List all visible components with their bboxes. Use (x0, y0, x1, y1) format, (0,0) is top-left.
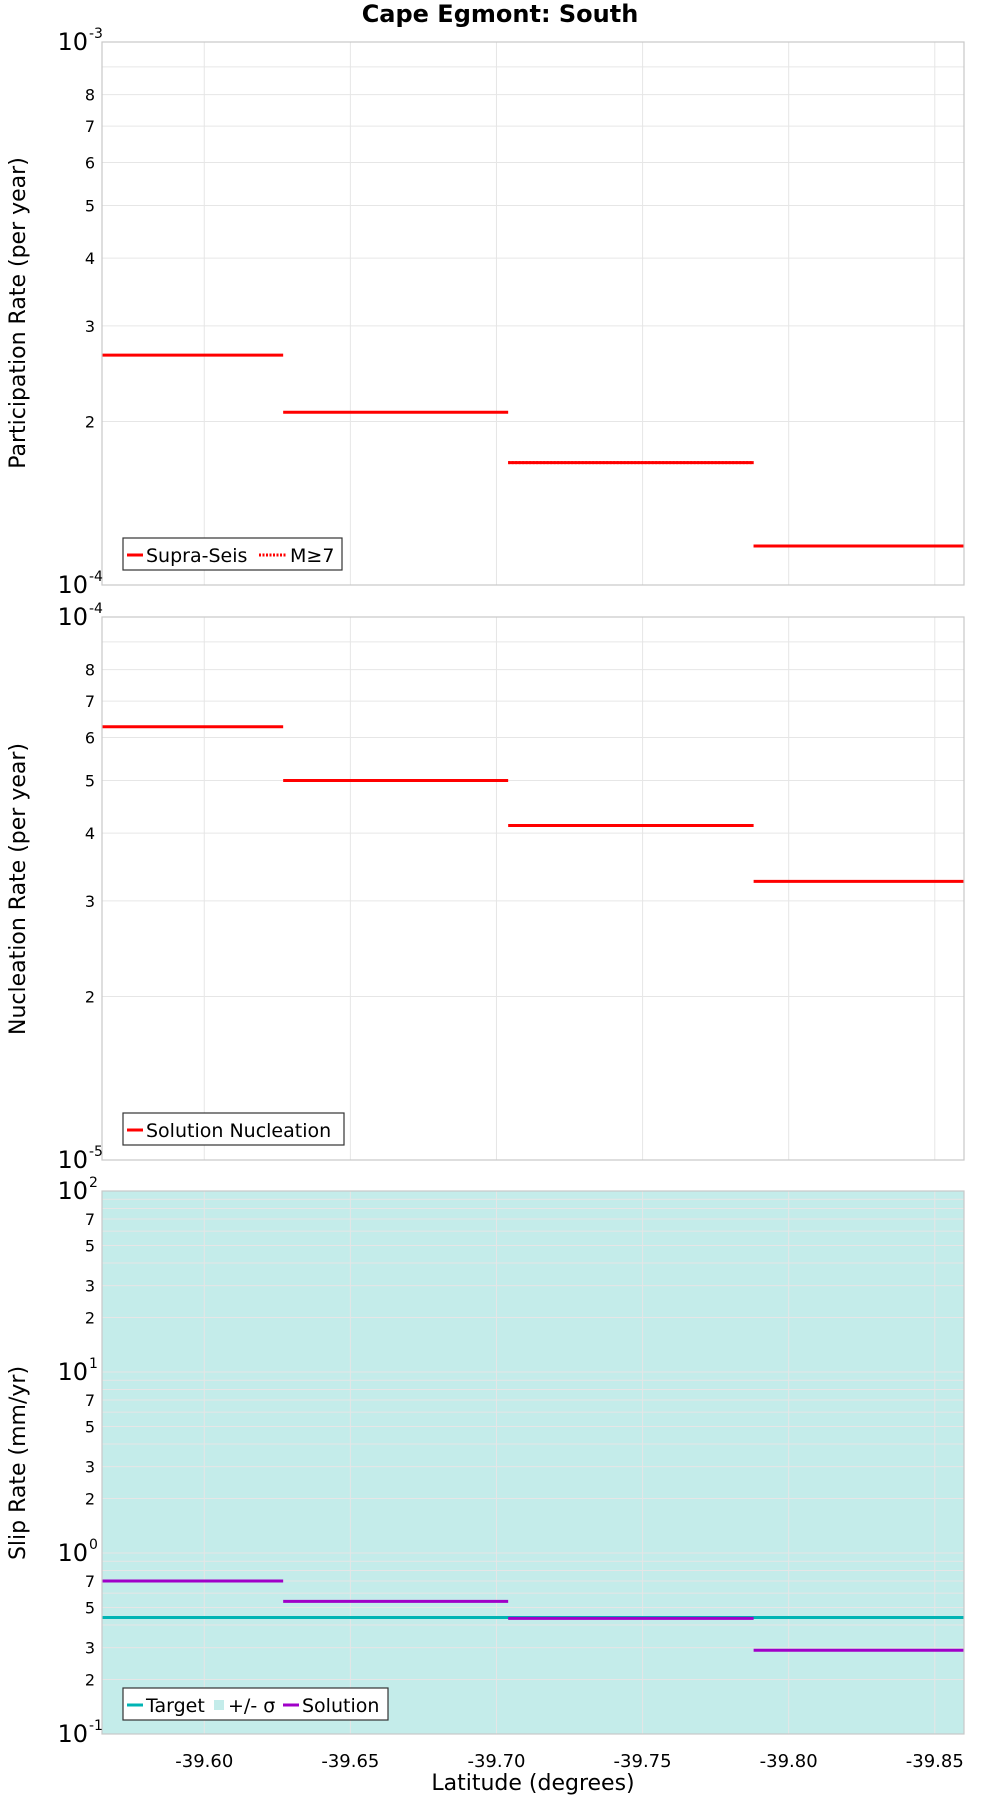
y-axis-label: Nucleation Rate (per year) (6, 743, 31, 1035)
y-tick-label: 7 (85, 1572, 95, 1591)
x-tick-label: -39.60 (175, 1751, 233, 1772)
y-tick-label: 2 (85, 1671, 95, 1690)
y-tick-label: 10 (57, 1539, 88, 1567)
y-tick-label: 3 (85, 1277, 95, 1296)
plot-background (102, 1191, 964, 1734)
y-tick-exponent: -4 (89, 601, 103, 617)
plot-frame (101, 41, 965, 586)
y-tick-exponent: -3 (89, 26, 103, 42)
y-tick-label: 2 (85, 1309, 95, 1328)
x-axis-label: Latitude (degrees) (431, 1771, 634, 1796)
y-tick-label: 8 (85, 86, 95, 105)
y-tick-exponent: 1 (89, 1356, 98, 1372)
legend-label: Solution (302, 1695, 379, 1717)
y-tick-label: 10 (57, 1720, 88, 1748)
y-tick-label: 2 (85, 988, 95, 1007)
y-tick-label: 10 (57, 571, 88, 599)
y-tick-label: 8 (85, 661, 95, 680)
y-tick-label: 7 (85, 1210, 95, 1229)
x-tick-label: -39.85 (906, 1751, 964, 1772)
y-axis-label: Participation Rate (per year) (6, 157, 31, 469)
chart-title: Cape Egmont: South (362, 0, 639, 28)
plot-background (102, 617, 964, 1160)
y-tick-label: 10 (57, 1358, 88, 1386)
y-tick-label: 7 (85, 692, 95, 711)
legend-label: Solution Nucleation (146, 1120, 331, 1142)
y-tick-exponent: -1 (89, 1718, 103, 1734)
y-tick-label: 10 (57, 28, 88, 56)
y-tick-label: 5 (85, 1417, 95, 1436)
y-tick-label: 5 (85, 196, 95, 215)
y-tick-label: 2 (85, 1490, 95, 1509)
x-tick-label: -39.75 (614, 1751, 672, 1772)
x-tick-label: -39.80 (760, 1751, 818, 1772)
legend: Solution Nucleation (122, 1112, 345, 1146)
y-tick-exponent: 2 (89, 1175, 98, 1191)
x-tick-label: -39.70 (467, 1751, 525, 1772)
y-tick-exponent: -5 (89, 1144, 103, 1160)
y-tick-label: 2 (85, 413, 95, 432)
participation-rate-panel: Participation Rate (per year) 10 -410 -323… (6, 26, 965, 599)
y-tick-label: 3 (85, 892, 95, 911)
legend-label: M≥7 (290, 545, 334, 567)
y-tick-label: 5 (85, 1598, 95, 1617)
legend: Supra-Seis M≥7 (122, 537, 343, 571)
y-tick-exponent: -4 (89, 569, 103, 585)
y-tick-label: 3 (85, 1458, 95, 1477)
x-tick-label: -39.65 (321, 1751, 379, 1772)
y-tick-label: 7 (85, 117, 95, 136)
y-tick-label: 10 (57, 603, 88, 631)
y-tick-label: 10 (57, 1146, 88, 1174)
y-axis-label: Slip Rate (mm/yr) (6, 1366, 31, 1560)
plot-frame (101, 616, 965, 1161)
y-tick-label: 5 (85, 1236, 95, 1255)
y-tick-label: 6 (85, 153, 95, 172)
y-tick-label: 10 (57, 1177, 88, 1205)
y-tick-label: 7 (85, 1391, 95, 1410)
nucleation-rate-panel: Nucleation Rate (per year) 10 -510 -423456… (6, 601, 965, 1174)
y-tick-label: 5 (85, 771, 95, 790)
legend: Target +/- σ Solution (122, 1687, 389, 1721)
y-tick-label: 4 (85, 824, 95, 843)
y-tick-label: 6 (85, 728, 95, 747)
y-tick-label: 3 (85, 1639, 95, 1658)
plot-frame (101, 1190, 965, 1735)
plot-background (102, 42, 964, 585)
y-tick-label: 3 (85, 317, 95, 336)
y-tick-exponent: 0 (89, 1537, 98, 1553)
y-tick-label: 4 (85, 249, 95, 268)
legend-label: Supra-Seis (146, 545, 247, 567)
legend-label: Target (145, 1695, 205, 1717)
legend-label: +/- σ (228, 1695, 275, 1717)
